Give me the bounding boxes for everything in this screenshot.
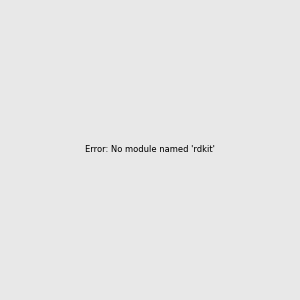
Text: Error: No module named 'rdkit': Error: No module named 'rdkit'	[85, 146, 215, 154]
